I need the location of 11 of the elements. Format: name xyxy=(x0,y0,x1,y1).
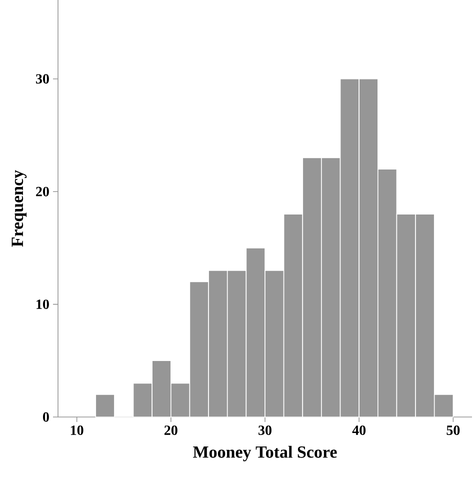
x-tick-label: 10 xyxy=(70,426,84,435)
x-tick-label: 20 xyxy=(164,426,178,435)
x-tick-label: 40 xyxy=(352,426,366,435)
x-tick-label: 50 xyxy=(446,426,460,435)
y-tick-label: 0 xyxy=(43,412,49,422)
y-tick-label: 10 xyxy=(36,300,49,310)
y-tick-label: 30 xyxy=(36,74,49,84)
x-tick-label: 30 xyxy=(258,426,272,435)
y-axis-title: Frequency xyxy=(12,170,27,247)
y-tick-label: 20 xyxy=(36,186,49,196)
x-axis-title: Mooney Total Score xyxy=(193,446,337,462)
